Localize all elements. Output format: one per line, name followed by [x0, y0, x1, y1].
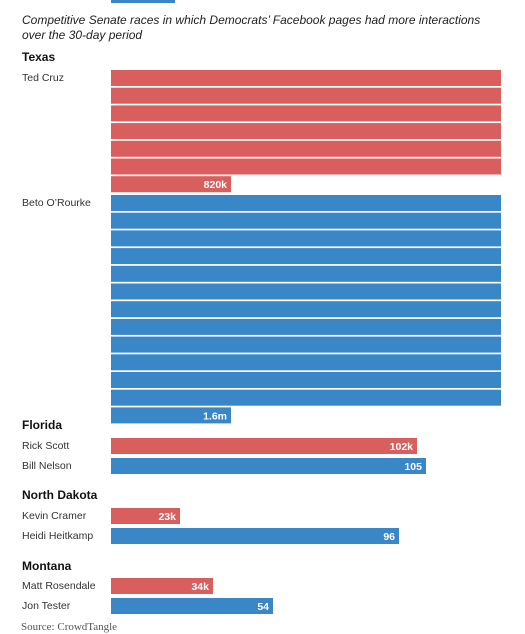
candidate-label-bill-nelson: Bill Nelson	[22, 460, 72, 472]
candidate-label-ted-cruz: Ted Cruz	[22, 72, 65, 84]
candidate-label-jon-tester: Jon Tester	[22, 600, 71, 612]
source-note: Source: CrowdTangle	[21, 621, 118, 633]
candidate-label-heidi-heitkamp: Heidi Heitkamp	[22, 530, 94, 542]
bar-beto-o-rourke-row-10	[111, 354, 501, 371]
bar-ted-cruz-row-3	[111, 105, 501, 122]
bar-beto-o-rourke-row-12	[111, 389, 501, 406]
bar-beto-o-rourke-row-9	[111, 336, 501, 353]
bar-beto-o-rourke-row-7	[111, 301, 501, 318]
state-heading-texas: Texas	[22, 50, 56, 64]
bar-beto-o-rourke-row-3	[111, 230, 501, 247]
bar-ted-cruz-row-2	[111, 87, 501, 104]
candidate-label-matt-rosendale: Matt Rosendale	[22, 580, 96, 592]
bar-beto-o-rourke-row-13	[111, 407, 231, 424]
bar-bill-nelson	[111, 458, 426, 474]
bar-ted-cruz-row-7	[111, 176, 231, 193]
bar-ted-cruz-row-5	[111, 140, 501, 157]
value-label-rick-scott: 102k	[390, 441, 414, 453]
bar-beto-o-rourke-row-11	[111, 372, 501, 388]
bar-rick-scott	[111, 438, 417, 454]
bar-ted-cruz-row-6	[111, 158, 501, 175]
value-label-bill-nelson: 105	[404, 461, 422, 473]
state-heading-florida: Florida	[22, 418, 63, 432]
bar-kevin-cramer	[111, 508, 180, 524]
bar-heidi-heitkamp	[111, 528, 399, 544]
bar-beto-o-rourke-row-2	[111, 212, 501, 229]
state-heading-north-dakota: North Dakota	[22, 488, 98, 502]
value-label-beto-o-rourke: 1.6m	[203, 410, 227, 422]
bar-matt-rosendale	[111, 578, 213, 594]
candidate-label-beto-orourke: Beto O’Rourke	[22, 197, 91, 209]
state-heading-montana: Montana	[22, 559, 72, 573]
bar-beto-o-rourke-row-5	[111, 265, 501, 282]
value-label-matt-rosendale: 34k	[191, 581, 209, 593]
bar-beto-o-rourke-row-4	[111, 248, 501, 265]
value-label-kevin-cramer: 23k	[158, 511, 176, 523]
bar-beto-o-rourke-row-6	[111, 283, 501, 300]
bar-jon-tester	[111, 598, 273, 614]
candidate-label-rick-scott: Rick Scott	[22, 440, 70, 452]
chart-subtitle: Competitive Senate races in which Democr…	[22, 13, 481, 42]
top-accent-bar	[111, 0, 175, 3]
candidate-label-kevin-cramer: Kevin Cramer	[22, 510, 87, 522]
bar-beto-o-rourke-row-1	[111, 195, 501, 211]
bar-beto-o-rourke-row-8	[111, 318, 501, 335]
value-label-jon-tester: 54	[257, 601, 269, 613]
value-label-ted-cruz: 820k	[204, 179, 228, 191]
bar-ted-cruz-row-4	[111, 123, 501, 140]
bar-ted-cruz-row-1	[111, 70, 501, 86]
value-label-heidi-heitkamp: 96	[383, 531, 395, 543]
